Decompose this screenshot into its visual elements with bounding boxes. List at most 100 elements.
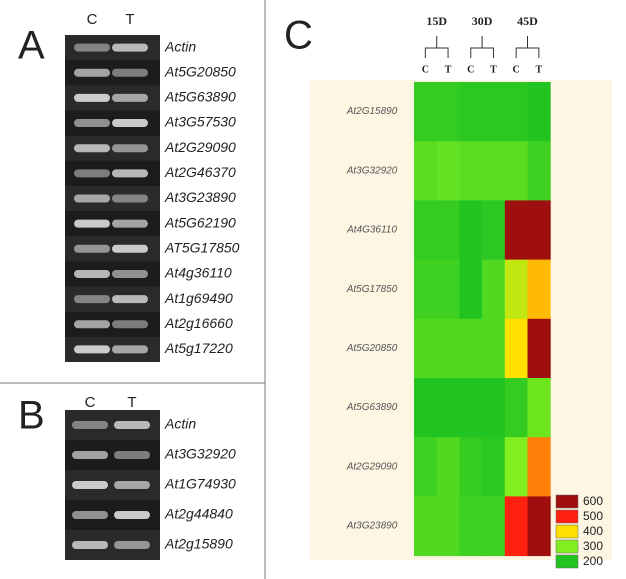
heat-cell <box>436 437 460 497</box>
group-bracket <box>515 36 540 58</box>
row-label: At5G63890 <box>346 402 398 413</box>
gene-label: At3G32920 <box>164 446 236 462</box>
heat-cell <box>504 437 528 497</box>
row-label: At3G23890 <box>346 521 398 532</box>
gel-band <box>112 119 148 128</box>
heat-cell <box>459 82 483 142</box>
lane-label: C <box>85 394 96 411</box>
heat-cell <box>414 378 438 438</box>
heat-cell <box>459 200 483 261</box>
gel-band <box>74 169 110 178</box>
heat-cell <box>482 259 506 320</box>
heat-cell <box>436 259 460 320</box>
column-label: C <box>422 64 429 75</box>
heat-cell <box>436 496 460 557</box>
lane-label: C <box>87 11 98 28</box>
gel-band <box>112 320 148 329</box>
heat-cell <box>504 82 528 142</box>
heat-cell <box>414 82 438 142</box>
gene-label: Actin <box>164 38 196 54</box>
heat-cell <box>482 318 506 379</box>
gel-band <box>114 511 150 519</box>
gel-band <box>112 144 148 153</box>
heat-cell <box>527 200 551 261</box>
heat-cell <box>482 200 506 261</box>
group-bracket <box>424 36 449 58</box>
heat-cell <box>527 378 551 438</box>
gel-band <box>112 169 148 178</box>
legend-swatch <box>555 539 579 554</box>
legend-label: 200 <box>583 554 603 568</box>
gel-band <box>74 345 110 354</box>
gene-label: At5G20850 <box>164 63 236 79</box>
heat-cell <box>504 141 528 201</box>
legend-label: 300 <box>583 539 603 553</box>
gel-band <box>114 421 150 429</box>
gel-band <box>74 269 110 278</box>
heat-cell <box>414 200 438 261</box>
heat-cell <box>527 437 551 497</box>
gel-band <box>74 93 110 102</box>
lane-label: T <box>127 394 136 411</box>
heat-cell <box>527 82 551 142</box>
heat-cell <box>482 437 506 497</box>
legend-swatch <box>555 524 579 539</box>
gene-label: At5G63890 <box>164 89 236 105</box>
legend-swatch <box>555 494 579 509</box>
row-label: At2G29090 <box>346 461 398 472</box>
gel-band <box>114 541 150 549</box>
gel-band <box>74 68 110 77</box>
gel-band <box>74 43 110 52</box>
gel-band <box>74 244 110 253</box>
gene-label: At3G23890 <box>164 189 236 205</box>
heat-cell <box>527 496 551 557</box>
column-label: T <box>490 64 497 75</box>
gene-label: At4g36110 <box>164 265 232 281</box>
gene-label: At5g17220 <box>164 340 233 356</box>
group-label: 15D <box>426 14 447 28</box>
heat-cell <box>436 200 460 261</box>
heat-cell <box>414 437 438 497</box>
heat-cell <box>436 82 460 142</box>
column-label: C <box>513 64 520 75</box>
column-label: T <box>536 64 543 75</box>
gel-band <box>72 451 108 459</box>
heat-cell <box>459 437 483 497</box>
heat-cell <box>414 496 438 557</box>
gel-band <box>72 511 108 519</box>
heat-cell <box>414 141 438 201</box>
heat-cell <box>459 496 483 557</box>
gene-label: At2g15890 <box>164 536 233 552</box>
gene-label: At2g44840 <box>164 506 233 522</box>
gel-band <box>112 93 148 102</box>
gel-band <box>72 481 108 489</box>
gel-band <box>112 269 148 278</box>
legend-label: 600 <box>583 494 603 508</box>
gel-band <box>74 194 110 203</box>
gel-band <box>112 219 148 228</box>
legend-label: 500 <box>583 509 603 523</box>
heat-cell <box>527 259 551 320</box>
panel-letter: C <box>284 14 313 58</box>
gene-label: At3G57530 <box>164 114 236 130</box>
gene-label: Actin <box>164 416 196 432</box>
heat-cell <box>414 318 438 379</box>
gel-band <box>112 244 148 253</box>
gel-band <box>112 43 148 52</box>
heat-cell <box>527 141 551 201</box>
gene-label: At1G74930 <box>164 476 236 492</box>
heat-cell <box>504 496 528 557</box>
group-bracket <box>470 36 494 58</box>
heat-cell <box>459 318 483 379</box>
gene-label: At2g16660 <box>164 315 233 331</box>
gel-band <box>74 119 110 128</box>
lane-label: T <box>125 11 134 28</box>
panel-letter: A <box>18 24 45 68</box>
heat-cell <box>414 259 438 320</box>
heat-cell <box>436 378 460 438</box>
row-label: At3G32920 <box>346 165 398 176</box>
gel-band <box>74 219 110 228</box>
gene-label: AT5G17850 <box>164 240 240 256</box>
gene-label: At2G29090 <box>164 139 236 155</box>
